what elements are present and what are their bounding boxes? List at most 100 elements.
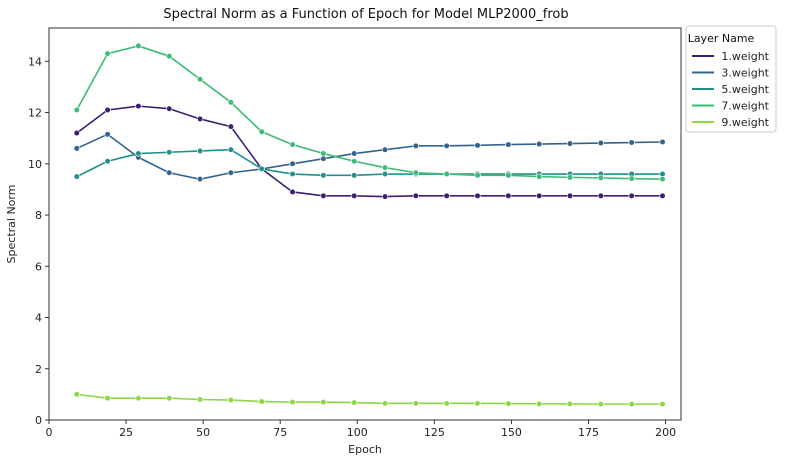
data-point — [597, 139, 604, 147]
legend-label: 9.weight — [721, 116, 769, 129]
x-tick-label: 25 — [119, 426, 133, 439]
chart-title: Spectral Norm as a Function of Epoch for… — [163, 7, 568, 22]
series-3-weight — [73, 131, 666, 183]
legend-item: 1.weight — [692, 50, 770, 63]
data-point — [505, 400, 512, 407]
data-point — [227, 396, 234, 404]
data-point — [289, 170, 296, 178]
data-point — [412, 192, 419, 199]
data-point — [166, 149, 173, 156]
data-point — [289, 141, 296, 148]
data-point — [566, 174, 574, 181]
y-tick-label: 4 — [35, 312, 42, 325]
data-point — [166, 169, 173, 176]
data-point — [135, 103, 142, 110]
data-point — [166, 105, 173, 112]
data-point — [628, 139, 635, 146]
data-point — [351, 150, 358, 157]
series-layer — [73, 42, 666, 408]
data-point — [566, 140, 574, 147]
y-tick-label: 10 — [28, 158, 42, 171]
x-tick-label: 200 — [655, 426, 676, 439]
data-point — [104, 158, 111, 165]
data-point — [474, 142, 481, 149]
plot-area — [48, 27, 682, 421]
data-point — [536, 400, 543, 407]
x-tick-label: 175 — [578, 426, 599, 439]
data-point — [258, 128, 265, 135]
data-point — [443, 192, 450, 199]
y-axis-label: Spectral Norm — [5, 185, 18, 264]
data-point — [135, 42, 142, 50]
data-point — [166, 53, 173, 60]
legend: Layer Name 1.weight 3.weight 5.weight 7.wei… — [685, 25, 777, 133]
data-point — [351, 399, 358, 406]
data-point — [196, 396, 204, 403]
data-point — [351, 158, 358, 165]
data-point — [104, 106, 111, 114]
series-line — [76, 148, 663, 178]
data-point — [351, 172, 358, 179]
data-point — [628, 401, 635, 408]
x-tick-label: 150 — [501, 426, 522, 439]
data-point — [104, 395, 111, 402]
y-tick-label: 14 — [28, 55, 42, 68]
data-point — [443, 400, 450, 407]
data-point — [320, 150, 327, 157]
data-point — [135, 395, 142, 402]
y-tick-label: 8 — [35, 209, 42, 222]
y-axis: 0 2 4 6 8 10 12 14 — [28, 55, 49, 427]
data-point — [320, 155, 327, 162]
data-point — [258, 165, 265, 173]
series-line — [76, 45, 663, 180]
data-point — [73, 391, 80, 398]
data-point — [659, 170, 666, 178]
legend-title: Layer Name — [688, 32, 755, 45]
data-point — [351, 192, 358, 199]
data-point — [320, 172, 327, 179]
series-line — [76, 133, 663, 180]
data-point — [536, 173, 543, 180]
data-point — [73, 145, 80, 152]
y-tick-label: 2 — [35, 363, 42, 376]
data-point — [196, 147, 204, 155]
data-point — [597, 401, 604, 408]
x-tick-label: 50 — [196, 426, 210, 439]
data-point — [536, 140, 543, 148]
data-point — [474, 172, 481, 179]
data-point — [73, 173, 80, 180]
data-point — [412, 400, 419, 407]
data-point — [443, 142, 450, 149]
data-point — [628, 192, 635, 199]
x-tick-label: 0 — [46, 426, 53, 439]
data-point — [474, 192, 481, 199]
data-point — [505, 141, 512, 148]
legend-item: 7.weight — [692, 100, 770, 113]
y-tick-label: 0 — [35, 414, 42, 427]
series-line — [76, 393, 663, 405]
data-point — [227, 99, 234, 106]
x-tick-label: 75 — [273, 426, 287, 439]
legend-label: 5.weight — [721, 83, 769, 96]
data-point — [104, 131, 111, 138]
legend-label: 3.weight — [721, 67, 769, 80]
legend-item: 3.weight — [692, 67, 770, 80]
data-point — [505, 172, 512, 179]
data-point — [566, 192, 574, 199]
data-point — [566, 400, 574, 407]
data-point — [381, 193, 389, 200]
legend-item: 9.weight — [692, 116, 770, 129]
x-axis: 0 25 50 75 100 125 150 175 200 — [46, 420, 676, 439]
data-point — [196, 76, 204, 83]
data-point — [135, 150, 142, 157]
legend-label: 7.weight — [721, 100, 769, 113]
legend-label: 1.weight — [721, 50, 769, 63]
data-point — [227, 146, 234, 153]
data-point — [659, 401, 666, 408]
data-point — [412, 169, 419, 176]
data-point — [289, 188, 296, 196]
data-point — [381, 170, 389, 178]
data-point — [104, 50, 111, 57]
series-line — [76, 105, 663, 198]
